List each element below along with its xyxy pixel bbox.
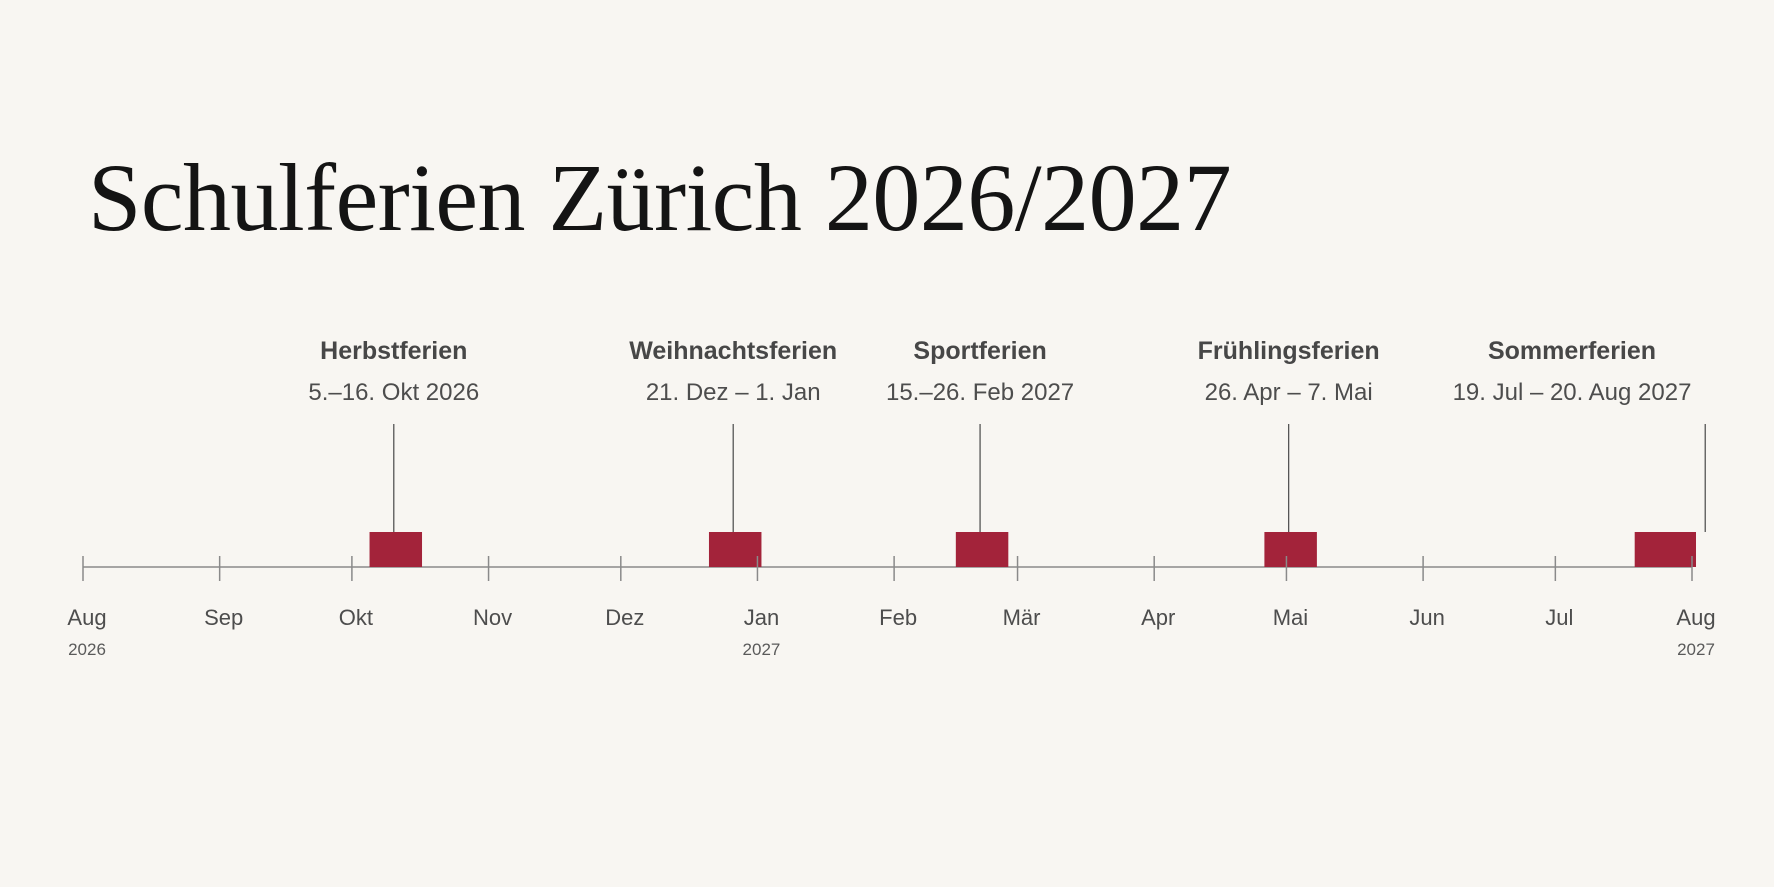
tick-year-label: 2026 <box>68 640 106 659</box>
page-title: Schulferien Zürich 2026/2027 <box>88 144 1232 251</box>
tick-label: Nov <box>473 605 512 630</box>
holiday-name: Frühlingsferien <box>1198 337 1380 365</box>
leader-lines <box>393 424 1706 532</box>
tick-label: Feb <box>879 605 917 630</box>
holiday-bar <box>955 532 1009 567</box>
holiday-date-label: 21. Dez – 1. Jan <box>646 379 821 406</box>
holiday-name: Herbstferien <box>320 337 467 365</box>
tick-label: Mär <box>1003 605 1041 630</box>
holiday-bar <box>1634 532 1696 567</box>
tick-year-label: 2027 <box>1677 640 1715 659</box>
holiday-bar <box>708 532 762 567</box>
tick-label: Aug <box>67 605 106 630</box>
holiday-date-label: 5.–16. Okt 2026 <box>308 379 479 406</box>
holiday-date-label: 19. Jul – 20. Aug 2027 <box>1453 379 1692 406</box>
holiday-date-label: 26. Apr – 7. Mai <box>1205 379 1373 406</box>
holiday-name: Sportferien <box>913 337 1046 365</box>
holiday-name: Sommerferien <box>1488 337 1656 365</box>
holiday-bar <box>369 532 423 567</box>
tick-label: Jan <box>744 605 779 630</box>
tick-label: Jul <box>1545 605 1573 630</box>
holiday-name: Weihnachtsferien <box>629 337 837 365</box>
tick-label: Okt <box>339 605 373 630</box>
tick-year-label: 2027 <box>743 640 781 659</box>
tick-label: Apr <box>1141 605 1175 630</box>
holiday-bars <box>369 532 1696 567</box>
tick-label: Sep <box>204 605 243 630</box>
holiday-labels: Herbstferien 5.–16. Okt 2026 Weihnachtsfer… <box>308 337 1691 406</box>
tick-label: Aug <box>1676 605 1715 630</box>
tick-label: Dez <box>605 605 644 630</box>
holiday-bar <box>1264 532 1317 567</box>
tick-label: Mai <box>1273 605 1308 630</box>
holiday-date-label: 15.–26. Feb 2027 <box>886 379 1074 406</box>
month-ticks: Aug 2026 Sep Okt Nov Dez Jan 2027 Feb Mär Apr Mai Ju… <box>67 556 1716 659</box>
tick-label: Jun <box>1409 605 1444 630</box>
